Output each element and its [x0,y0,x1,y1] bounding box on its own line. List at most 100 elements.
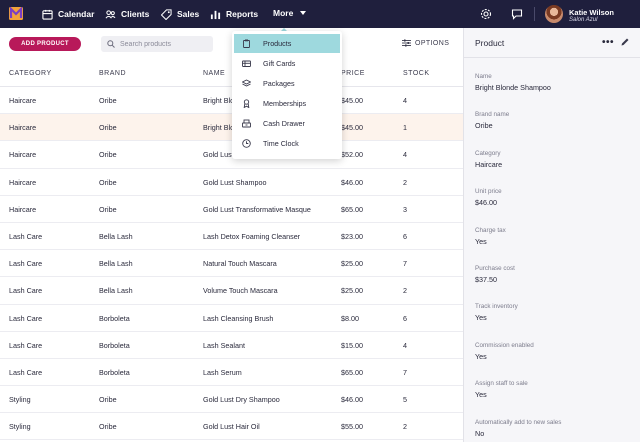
pencil-icon[interactable] [620,37,630,47]
menu-item-memberships[interactable]: Memberships [234,94,340,113]
gear-icon[interactable] [480,8,492,20]
menu-item-packages[interactable]: Packages [234,74,340,93]
column-header-brand[interactable]: BRAND [99,70,127,77]
field-label: Brand name [475,111,510,119]
chat-icon[interactable] [511,8,523,20]
cell-brand: Oribe [99,422,117,432]
table-row[interactable]: Styling Oribe Gold Lust Hair Oil $55.00 2 [0,413,463,441]
column-header-price[interactable]: PRICE [341,70,365,77]
cell-stock: 2 [403,286,407,296]
cell-price: $46.00 [341,395,363,405]
search-input[interactable] [120,40,210,48]
cell-price: $25.00 [341,286,363,296]
field-label: Unit price [475,188,502,196]
table-row[interactable]: Haircare Oribe Gold Lust Transformative Ma… [0,196,463,223]
menu-item-label: Cash Drawer [263,119,305,128]
cell-brand: Oribe [99,123,117,133]
detail-field: Track inventory Yes [475,303,518,322]
field-value: $46.00 [475,198,497,208]
detail-field: Purchase cost $37.50 [475,265,515,284]
nav-more-label: More [273,8,294,18]
cell-category: Haircare [9,96,37,105]
menu-item-cash-drawer[interactable]: Cash Drawer [234,114,340,133]
field-value: Haircare [475,159,503,169]
cell-stock: 7 [403,259,407,269]
cell-brand: Oribe [99,177,117,187]
table-row[interactable]: Lash Care Borboleta Lash Cleansing Brush $8… [0,305,463,332]
field-label: Charge tax [475,226,506,234]
avatar[interactable] [545,5,563,23]
table-row[interactable]: Lash Care Borboleta Lash Serum $65.00 7 [0,359,463,387]
cell-stock: 7 [403,367,407,377]
cell-price: $8.00 [341,313,359,323]
cell-category: Lash Care [9,259,43,269]
cell-brand: Oribe [99,150,117,160]
cell-stock: 3 [403,204,407,214]
nav-sales-label: Sales [177,9,200,19]
more-options-icon[interactable]: ••• [602,37,615,48]
nav-more[interactable]: More [273,0,307,28]
table-row[interactable]: Haircare Oribe Gold Lust Shampoo $46.00 2 [0,169,463,196]
table-row[interactable]: Styling Oribe Gold Lust Dry Shampoo $46.00 5 [0,386,463,414]
user-name[interactable]: Katie Wilson [569,8,614,17]
cell-name: Volume Touch Mascara [203,286,278,296]
table-header: CATEGORY BRAND NAME PRICE STOCK [0,60,463,87]
field-label: Purchase cost [475,265,515,272]
detail-field: Assign staff to sale Yes [475,380,528,399]
cell-price: $15.00 [341,340,363,350]
cell-category: Lash Care [9,286,43,296]
cell-brand: Bella Lash [99,286,133,296]
options-button[interactable]: OPTIONS [402,39,449,47]
table-row[interactable]: Lash Care Bella Lash Volume Touch Mascara $… [0,277,463,305]
top-nav: Calendar Clients Sales Reports More Kati… [0,0,640,28]
cell-price: $25.00 [341,259,363,269]
app-logo-icon[interactable] [9,7,23,20]
calendar-icon [42,9,53,20]
cell-name: Lash Serum [203,367,242,377]
cell-name: Gold Lust Shampoo [203,177,267,187]
field-label: Name [475,73,492,80]
caret-down-icon [300,11,307,15]
nav-reports[interactable]: Reports [210,0,258,28]
menu-item-label: Packages [263,79,295,88]
table-row[interactable]: Lash Care Borboleta Lash Sealant $15.00 4 [0,332,463,359]
menu-item-label: Products [263,39,292,48]
products-table: CATEGORY BRAND NAME PRICE STOCK Haircare… [0,60,463,441]
add-product-button[interactable]: ADD PRODUCT [9,37,81,51]
table-row[interactable]: Lash Care Bella Lash Natural Touch Mascara… [0,250,463,278]
cell-category: Haircare [9,123,37,133]
menu-item-time-clock[interactable]: Time Clock [234,134,340,153]
menu-item-products[interactable]: Products [234,34,340,53]
nav-calendar[interactable]: Calendar [42,0,94,28]
field-value: No [475,428,485,438]
nav-clients[interactable]: Clients [105,0,149,28]
cell-name: Lash Cleansing Brush [203,313,274,323]
menu-item-gift-cards[interactable]: Gift Cards [234,54,340,73]
cell-stock: 1 [403,123,407,133]
column-header-name[interactable]: NAME [203,70,226,77]
cell-price: $46.00 [341,177,363,187]
cell-price: $55.00 [341,422,363,432]
cell-price: $65.00 [341,367,363,377]
column-header-stock[interactable]: STOCK [403,70,430,77]
panel-divider [463,28,464,442]
nav-reports-label: Reports [226,9,259,19]
table-row[interactable]: Lash Care Bella Lash Lash Detox Foaming Cl… [0,223,463,251]
cell-stock: 4 [403,96,407,105]
cell-category: Lash Care [9,367,43,377]
cell-brand: Oribe [99,395,117,405]
field-value: Yes [475,236,487,246]
field-label: Track inventory [475,303,518,311]
nav-clients-label: Clients [121,9,150,19]
cell-brand: Oribe [99,96,117,105]
nav-sales[interactable]: Sales [161,0,199,28]
clients-icon [105,9,116,18]
field-label: Assign staff to sale [475,380,528,388]
cell-brand: Bella Lash [99,231,133,241]
cell-brand: Borboleta [99,340,130,350]
nav-divider [534,7,535,21]
cell-category: Lash Care [9,231,43,241]
detail-field: Commission enabled Yes [475,342,534,361]
column-header-category[interactable]: CATEGORY [9,70,52,77]
